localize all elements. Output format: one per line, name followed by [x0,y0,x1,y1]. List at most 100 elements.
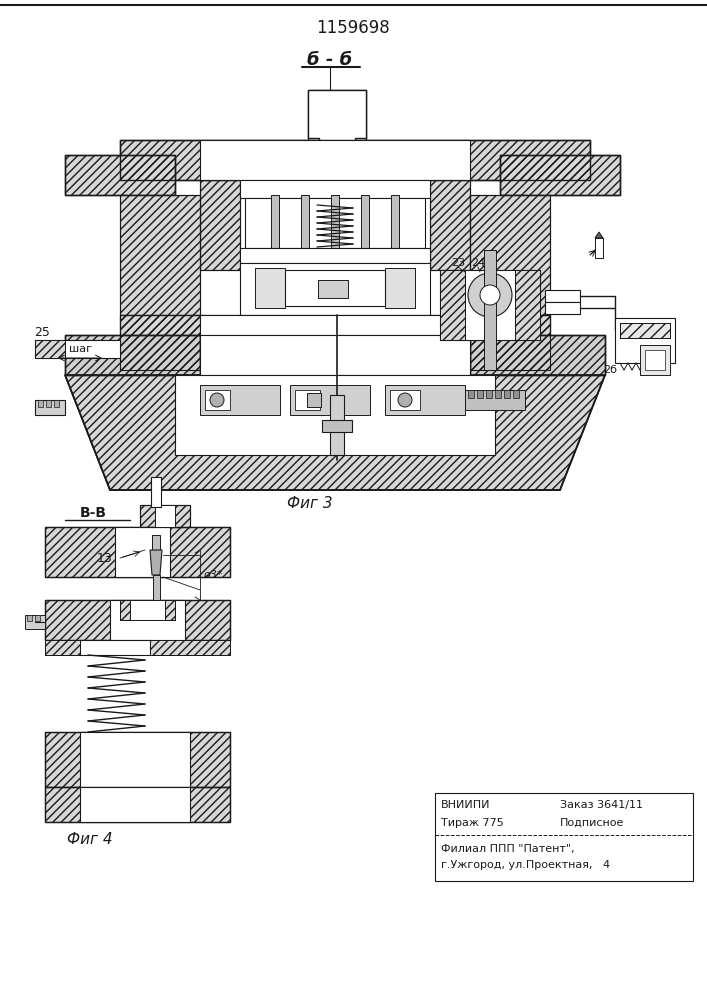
Bar [45,787,230,822]
Bar [45,527,230,577]
Bar [318,280,348,298]
Bar [130,600,165,620]
Bar [200,385,280,415]
Text: Филиал ППП "Патент",: Филиал ППП "Патент", [441,844,575,854]
Bar [150,640,230,655]
Text: Подписное: Подписное [560,818,624,828]
Bar [120,600,175,620]
Text: 25: 25 [34,326,50,338]
Text: 1159698: 1159698 [316,19,390,37]
Bar [120,315,200,370]
Bar [200,315,470,335]
Bar [240,248,430,263]
Bar [200,180,240,270]
Circle shape [480,285,500,305]
Polygon shape [65,335,200,375]
Bar [200,335,470,375]
Bar [620,323,670,338]
Bar [65,155,175,195]
Text: Тираж 775: Тираж 775 [441,818,504,828]
Bar [110,600,185,640]
Text: ø3*: ø3* [203,570,223,580]
Text: В-В: В-В [80,506,107,520]
Bar [115,527,170,577]
Bar [301,195,309,265]
Bar [285,270,385,306]
Bar [640,345,670,375]
Bar [120,600,175,620]
Bar [330,395,344,455]
Bar [322,420,352,432]
Text: ВНИИПИ: ВНИИПИ [441,800,491,810]
Text: б - б: б - б [308,51,353,69]
Bar [545,302,580,314]
Bar [271,195,279,265]
Bar [35,400,65,415]
Bar [385,268,415,308]
Bar [120,315,550,335]
Bar [45,640,80,655]
Bar [45,732,230,787]
Bar [240,180,430,198]
Bar [331,195,339,265]
Bar [390,390,420,410]
Bar [150,640,230,655]
Text: 13: 13 [97,552,113,564]
Text: Фиг 4: Фиг 4 [67,832,113,848]
Bar [205,390,230,410]
Bar [155,505,175,527]
Bar [307,393,321,407]
Bar [615,318,675,363]
Bar [620,323,670,338]
Bar [151,477,161,507]
Bar [38,400,43,407]
Bar [440,270,465,340]
Bar [152,535,160,550]
Text: шаг: шаг [69,344,91,354]
Bar [545,290,580,302]
Bar [295,390,320,410]
Circle shape [398,393,412,407]
Bar [515,270,540,340]
Polygon shape [150,550,162,575]
Bar [470,195,550,315]
Bar [175,375,495,455]
Polygon shape [470,335,605,375]
Bar [45,732,230,787]
Bar [255,268,285,308]
Bar [54,400,59,407]
Bar [46,400,51,407]
Bar [65,155,175,195]
Bar [80,640,150,655]
Bar [486,390,492,398]
Bar [435,793,693,881]
Bar [477,390,483,398]
Bar [45,600,230,640]
Text: Фиг 3: Фиг 3 [287,495,333,510]
Bar [35,340,65,358]
Bar [385,385,465,415]
Bar [391,195,399,265]
Circle shape [210,393,224,407]
Bar [465,390,525,410]
Bar [513,390,519,398]
Bar [120,195,200,315]
Bar [515,270,540,340]
Bar [35,615,40,621]
Polygon shape [308,90,366,145]
Bar [468,390,474,398]
Bar [495,390,501,398]
Polygon shape [65,375,605,490]
Bar [290,385,370,415]
Bar [361,195,369,265]
Text: 23: 23 [451,258,465,268]
Bar [245,198,425,248]
Bar [35,340,120,358]
Bar [120,315,550,335]
Bar [200,140,470,180]
Bar [120,140,590,180]
Bar [25,615,45,629]
Bar [430,180,470,270]
Text: 2б: 2б [603,365,617,375]
Bar [45,640,80,655]
